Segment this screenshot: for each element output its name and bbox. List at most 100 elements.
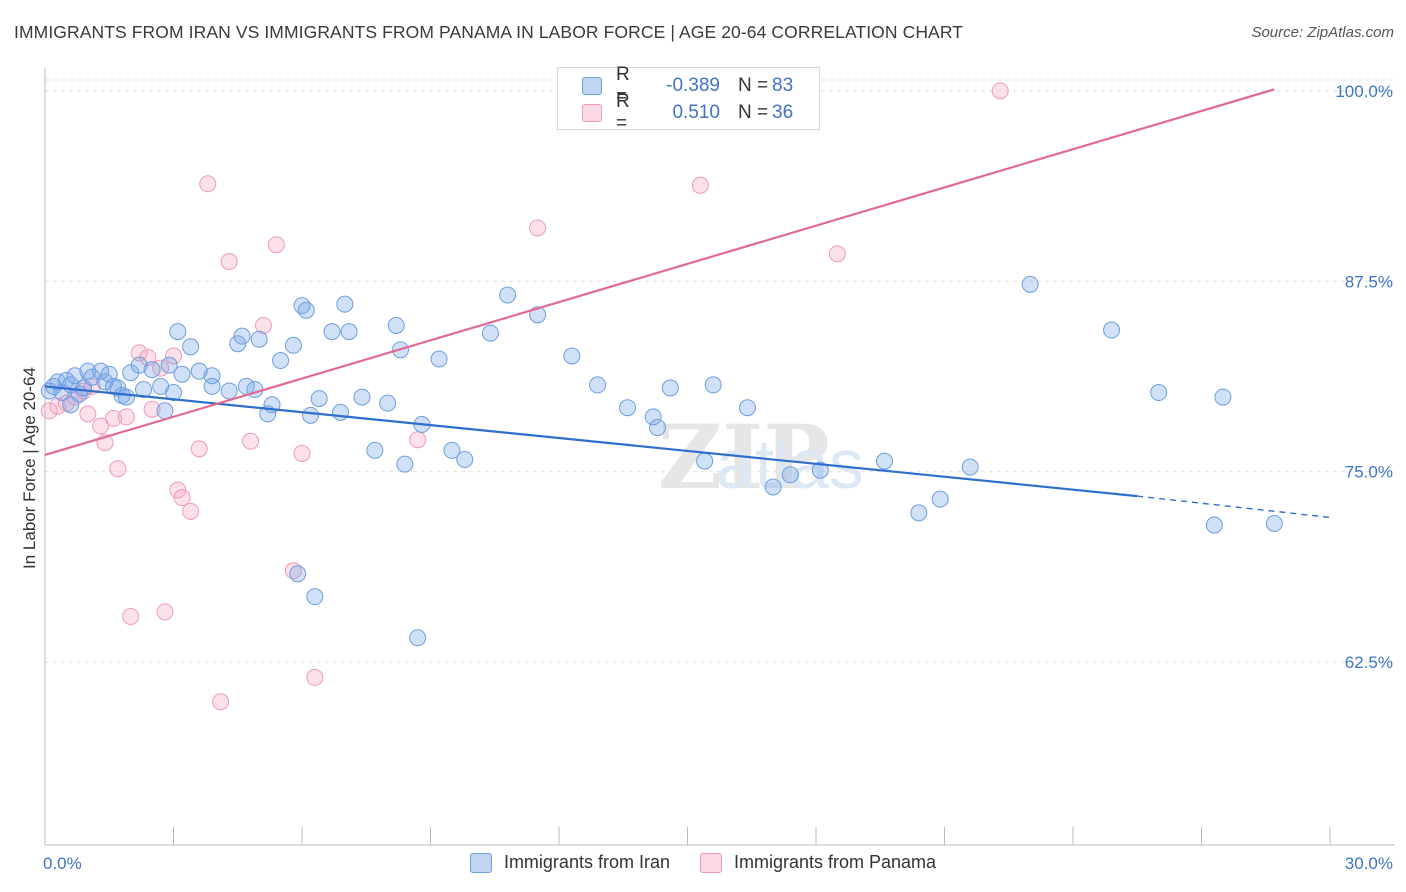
- legend-item-panama[interactable]: Immigrants from Panama: [699, 852, 937, 873]
- data-point-iran: [704, 376, 722, 394]
- legend-label-panama: Immigrants from Panama: [733, 852, 937, 872]
- data-point-iran: [563, 347, 581, 365]
- data-point-iran: [649, 419, 667, 437]
- n-value-panama: 36: [772, 102, 794, 123]
- data-point-iran: [83, 368, 101, 386]
- data-point-iran: [1265, 515, 1283, 533]
- data-point-panama: [143, 400, 161, 418]
- watermark-atlas: atlas: [716, 425, 864, 503]
- data-point-panama: [173, 489, 191, 507]
- data-point-panama: [242, 432, 260, 450]
- data-point-iran: [340, 323, 358, 341]
- data-point-panama: [991, 82, 1009, 100]
- data-point-panama: [306, 668, 324, 686]
- data-point-iran: [931, 490, 949, 508]
- x-tick-label: 30.0%: [1345, 854, 1393, 873]
- data-point-iran: [696, 452, 714, 470]
- data-point-iran: [379, 394, 397, 412]
- data-point-iran: [1103, 321, 1121, 339]
- y-tick-label: 62.5%: [1345, 653, 1393, 672]
- data-point-iran: [130, 356, 148, 374]
- stats-legend-row-iran: R = -0.389 N = 83: [582, 64, 794, 107]
- data-point-panama: [105, 409, 123, 427]
- data-point-iran: [323, 323, 341, 341]
- data-point-iran: [306, 588, 324, 606]
- data-point-iran: [811, 461, 829, 479]
- data-point-panama: [254, 316, 272, 334]
- stats-legend: R = -0.389 N = 83 R = 0.510 N = 36: [557, 64, 820, 134]
- data-point-panama: [109, 460, 127, 478]
- grid-lines: [45, 79, 1395, 663]
- data-point-panama: [165, 347, 182, 365]
- y-tick-label: 87.5%: [1345, 272, 1393, 291]
- iran-swatch: [469, 852, 492, 873]
- trend-line-iran-extension: [1137, 495, 1331, 519]
- data-point-panama: [529, 219, 547, 237]
- tick-labels: 62.5% 75.0% 87.5% 100.0% 0.0% 30.0%: [43, 82, 1393, 873]
- n-label: N =: [738, 75, 769, 96]
- data-point-iran: [272, 352, 290, 370]
- data-point-iran: [661, 379, 679, 397]
- y-tick-label: 75.0%: [1345, 463, 1393, 482]
- data-point-iran: [353, 388, 371, 406]
- data-point-iran: [619, 399, 637, 417]
- series-panama-points: [40, 82, 1009, 711]
- data-point-iran: [143, 361, 161, 379]
- data-point-iran: [1150, 384, 1168, 402]
- data-point-panama: [220, 252, 238, 270]
- data-point-iran: [589, 376, 607, 394]
- data-point-iran: [409, 629, 427, 647]
- data-point-iran: [66, 367, 84, 385]
- data-point-panama: [190, 440, 208, 458]
- data-point-panama: [122, 607, 140, 625]
- panama-swatch: [582, 104, 602, 122]
- data-point-panama: [409, 431, 427, 449]
- data-point-iran: [233, 327, 251, 345]
- data-point-iran: [738, 399, 756, 417]
- r-label: R =: [616, 64, 630, 107]
- data-point-iran: [430, 350, 448, 368]
- data-point-iran: [182, 338, 200, 356]
- source-attribution: Source: ZipAtlas.com: [1251, 24, 1394, 41]
- data-point-iran: [203, 377, 221, 395]
- data-point-panama: [79, 405, 97, 423]
- data-point-iran: [250, 330, 268, 348]
- data-point-iran: [1021, 275, 1039, 293]
- data-point-panama: [92, 417, 110, 435]
- r-value-panama: 0.510: [672, 102, 720, 123]
- data-point-iran: [764, 478, 782, 496]
- data-point-iran: [387, 316, 405, 334]
- data-point-iran: [49, 373, 67, 391]
- data-point-panama: [182, 502, 200, 520]
- data-point-iran: [302, 406, 320, 424]
- panama-swatch: [699, 852, 722, 873]
- data-point-iran: [289, 565, 307, 583]
- data-point-iran: [499, 286, 517, 304]
- legend-item-iran[interactable]: Immigrants from Iran: [469, 852, 670, 873]
- data-point-iran: [310, 390, 328, 408]
- n-label: N =: [738, 102, 769, 123]
- data-point-iran: [336, 295, 354, 313]
- data-point-iran: [644, 408, 662, 426]
- data-point-iran: [297, 301, 315, 319]
- data-point-iran: [1214, 388, 1232, 406]
- series-legend: Immigrants from Iran Immigrants from Pan…: [0, 852, 1406, 873]
- data-point-iran: [443, 441, 461, 459]
- data-point-iran: [160, 356, 178, 374]
- n-value-iran: 83: [772, 75, 794, 96]
- data-point-iran: [173, 365, 191, 383]
- data-point-iran: [529, 306, 547, 324]
- data-point-panama: [293, 444, 311, 462]
- data-point-panama: [212, 693, 230, 711]
- data-point-iran: [781, 466, 799, 484]
- data-point-panama: [156, 603, 174, 621]
- data-point-iran: [165, 384, 182, 402]
- axes: [44, 68, 1395, 846]
- iran-swatch: [582, 77, 602, 95]
- data-point-iran: [117, 388, 135, 406]
- chart-title: IMMIGRANTS FROM IRAN VS IMMIGRANTS FROM …: [14, 22, 964, 42]
- data-point-iran: [366, 441, 384, 459]
- trend-lines: [44, 88, 1331, 519]
- data-point-panama: [117, 408, 135, 426]
